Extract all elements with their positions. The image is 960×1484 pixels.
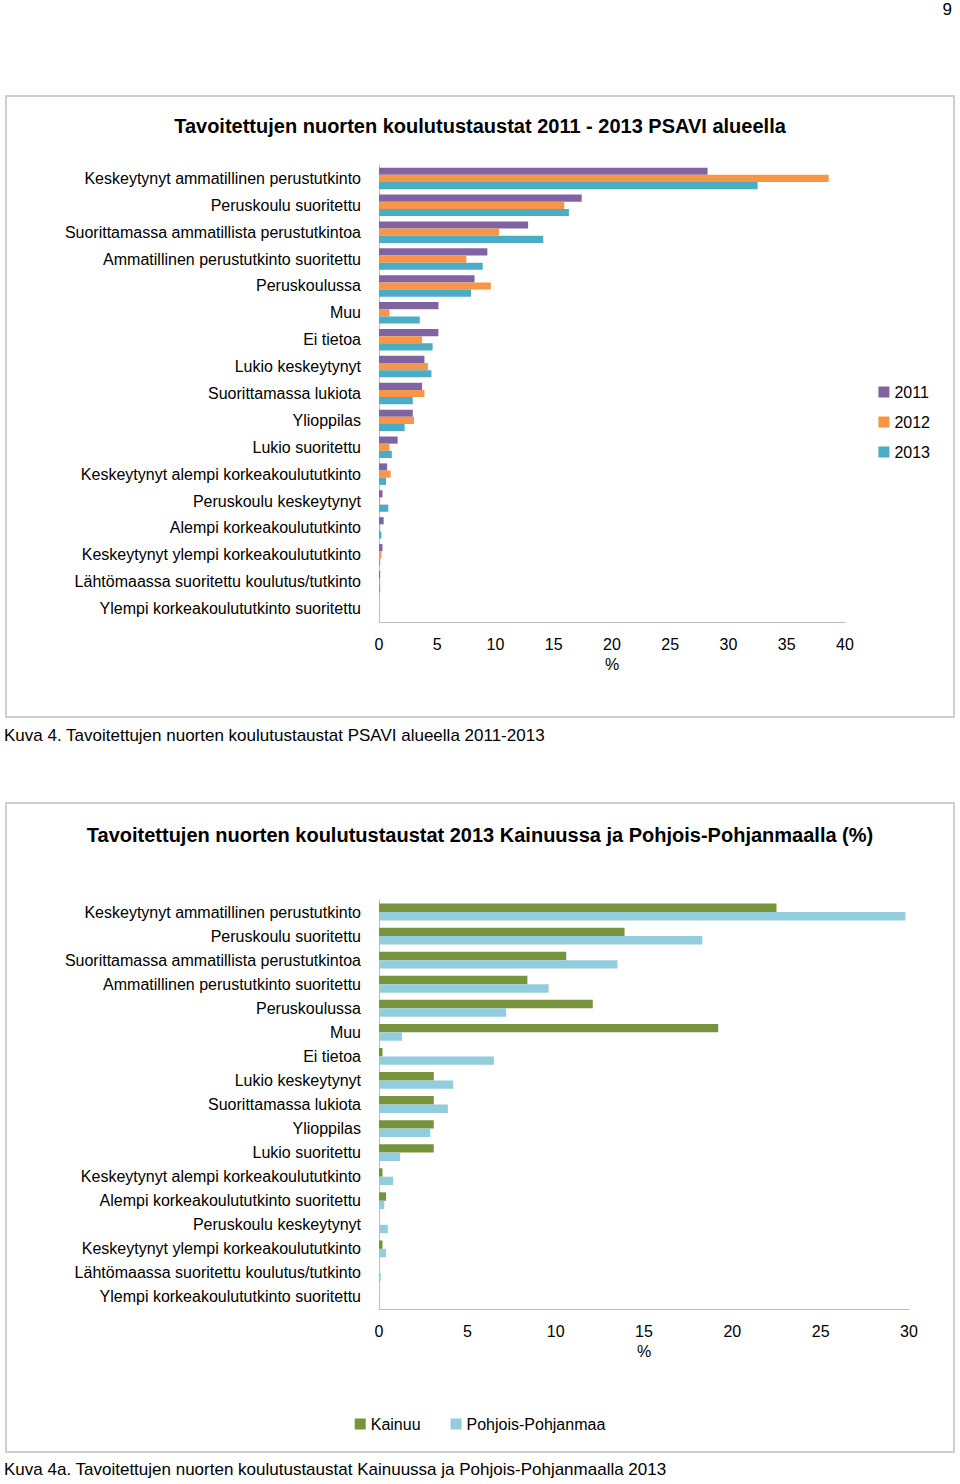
svg-text:Ei tietoa: Ei tietoa <box>303 331 361 348</box>
svg-text:%: % <box>605 656 619 673</box>
svg-text:40: 40 <box>836 636 854 653</box>
svg-text:Ammatillinen perustutkinto suo: Ammatillinen perustutkinto suoritettu <box>103 251 361 268</box>
svg-text:Peruskoulu suoritettu: Peruskoulu suoritettu <box>211 928 361 945</box>
svg-text:Tavoitettujen nuorten koulutus: Tavoitettujen nuorten koulutustaustat 20… <box>87 824 873 846</box>
svg-text:Tavoitettujen nuorten koulutus: Tavoitettujen nuorten koulutustaustat 20… <box>174 115 787 137</box>
svg-text:Lähtömaassa suoritettu koulutu: Lähtömaassa suoritettu koulutus/tutkinto <box>75 573 361 590</box>
html-text:Kuva 4a. Tavoitettujen nuorten: Kuva 4a. Tavoitettujen nuorten koulutust… <box>4 1460 667 1479</box>
svg-text:25: 25 <box>812 1323 830 1340</box>
svg-text:Peruskoulu suoritettu: Peruskoulu suoritettu <box>211 197 361 214</box>
svg-text:10: 10 <box>547 1323 565 1340</box>
svg-text:15: 15 <box>545 636 563 653</box>
html-text:Kuva 4. Tavoitettujen nuorten: Kuva 4. Tavoitettujen nuorten koulutusta… <box>4 726 545 745</box>
svg-text:5: 5 <box>463 1323 472 1340</box>
svg-text:Ylempi korkeakoulututkinto suo: Ylempi korkeakoulututkinto suoritettu <box>100 1288 361 1305</box>
svg-text:Ylempi korkeakoulututkinto suo: Ylempi korkeakoulututkinto suoritettu <box>100 600 361 617</box>
svg-text:Lähtömaassa suoritettu koulutu: Lähtömaassa suoritettu koulutus/tutkinto <box>75 1264 361 1281</box>
html-text:9: 9 <box>942 0 952 19</box>
svg-text:35: 35 <box>778 636 796 653</box>
svg-text:Keskeytynyt ylempi korkeakoulu: Keskeytynyt ylempi korkeakoulututkinto <box>82 1240 361 1257</box>
svg-text:Keskeytynyt alempi korkeakoulu: Keskeytynyt alempi korkeakoulututkinto <box>81 466 361 483</box>
svg-text:5: 5 <box>433 636 442 653</box>
svg-text:2013: 2013 <box>894 444 930 461</box>
svg-text:25: 25 <box>661 636 679 653</box>
svg-text:Muu: Muu <box>330 1024 361 1041</box>
svg-text:Suorittamassa lukiota: Suorittamassa lukiota <box>208 385 361 402</box>
svg-text:Ylioppilas: Ylioppilas <box>293 1120 361 1137</box>
svg-text:Suorittamassa ammatillista per: Suorittamassa ammatillista perustutkinto… <box>65 952 361 969</box>
svg-text:Suorittamassa ammatillista per: Suorittamassa ammatillista perustutkinto… <box>65 224 361 241</box>
svg-text:10: 10 <box>487 636 505 653</box>
svg-text:Lukio keskeytynyt: Lukio keskeytynyt <box>235 358 362 375</box>
svg-text:Ei tietoa: Ei tietoa <box>303 1048 361 1065</box>
svg-text:Peruskoulussa: Peruskoulussa <box>256 277 361 294</box>
svg-text:20: 20 <box>603 636 621 653</box>
svg-text:Alempi korkeakoulututkinto suo: Alempi korkeakoulututkinto suoritettu <box>100 1192 361 1209</box>
svg-text:Ammatillinen perustutkinto suo: Ammatillinen perustutkinto suoritettu <box>103 976 361 993</box>
svg-text:20: 20 <box>723 1323 741 1340</box>
svg-text:30: 30 <box>900 1323 918 1340</box>
svg-text:Keskeytynyt alempi korkeakoulu: Keskeytynyt alempi korkeakoulututkinto <box>81 1168 361 1185</box>
svg-text:Ylioppilas: Ylioppilas <box>293 412 361 429</box>
svg-text:2012: 2012 <box>894 414 930 431</box>
svg-text:30: 30 <box>720 636 738 653</box>
svg-text:Peruskoulu keskeytynyt: Peruskoulu keskeytynyt <box>193 1216 362 1233</box>
svg-text:Kainuu: Kainuu <box>371 1416 421 1433</box>
svg-text:Peruskoulu keskeytynyt: Peruskoulu keskeytynyt <box>193 493 362 510</box>
svg-text:Lukio keskeytynyt: Lukio keskeytynyt <box>235 1072 362 1089</box>
svg-text:Keskeytynyt ylempi korkeakoulu: Keskeytynyt ylempi korkeakoulututkinto <box>82 546 361 563</box>
svg-text:0: 0 <box>375 1323 384 1340</box>
svg-text:Keskeytynyt ammatillinen perus: Keskeytynyt ammatillinen perustutkinto <box>84 904 361 921</box>
svg-text:15: 15 <box>635 1323 653 1340</box>
svg-text:Keskeytynyt ammatillinen perus: Keskeytynyt ammatillinen perustutkinto <box>84 170 361 187</box>
svg-text:Lukio suoritettu: Lukio suoritettu <box>252 1144 361 1161</box>
svg-text:Alempi korkeakoulututkinto: Alempi korkeakoulututkinto <box>170 519 361 536</box>
svg-text:2011: 2011 <box>894 384 929 401</box>
svg-text:Lukio suoritettu: Lukio suoritettu <box>252 439 361 456</box>
svg-text:Suorittamassa lukiota: Suorittamassa lukiota <box>208 1096 361 1113</box>
svg-text:%: % <box>637 1343 651 1360</box>
svg-text:Peruskoulussa: Peruskoulussa <box>256 1000 361 1017</box>
svg-text:Muu: Muu <box>330 304 361 321</box>
svg-text:Pohjois-Pohjanmaa: Pohjois-Pohjanmaa <box>467 1416 606 1433</box>
svg-text:0: 0 <box>375 636 384 653</box>
